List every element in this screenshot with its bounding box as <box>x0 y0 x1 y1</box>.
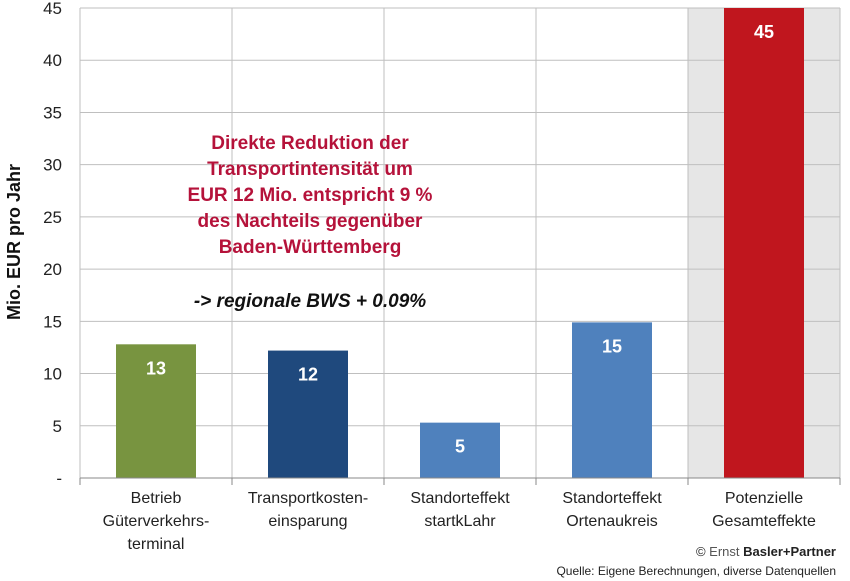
bar <box>572 322 652 478</box>
bar <box>116 344 196 478</box>
annotation-line: Baden-Württemberg <box>218 237 402 258</box>
copyright-credit: © Ernst Basler+Partner <box>696 544 836 559</box>
y-tick-label: 20 <box>43 260 62 279</box>
annotation-box: Direkte Reduktion der Transportintensitä… <box>145 131 475 261</box>
y-tick-label: 10 <box>43 365 62 384</box>
y-tick-label: 15 <box>43 312 62 331</box>
x-tick-label: startkLahr <box>424 513 496 530</box>
annotation-line: EUR 12 Mio. entspricht 9 % <box>187 185 433 206</box>
x-tick-label: terminal <box>128 536 185 553</box>
bar <box>420 422 500 478</box>
bar-data-label: 12 <box>298 365 318 385</box>
x-tick-label: Standorteffekt <box>562 490 662 507</box>
y-tick-label: 45 <box>43 0 62 18</box>
x-tick-label: Ortenaukreis <box>566 513 658 530</box>
bar <box>724 8 804 478</box>
bar <box>268 350 348 478</box>
bar-data-label: 13 <box>146 358 166 378</box>
x-tick-label: Potenzielle <box>725 490 803 507</box>
x-tick-label: Standorteffekt <box>410 490 510 507</box>
x-tick-label: Gesamteffekte <box>712 513 816 530</box>
bar-data-label: 45 <box>754 22 774 42</box>
x-tick-label: Betrieb <box>131 490 182 507</box>
y-tick-label: 5 <box>53 417 62 436</box>
brand-name-bold: Basler+Partner <box>743 544 836 559</box>
annotation-line: Direkte Reduktion der <box>211 133 409 154</box>
y-axis-title: Mio. EUR pro Jahr <box>4 164 24 320</box>
y-tick-label: 35 <box>43 103 62 122</box>
copyright-icon: © <box>695 544 706 559</box>
source-note: Quelle: Eigene Berechnungen, diverse Dat… <box>556 564 836 578</box>
y-tick-label: 40 <box>43 51 62 70</box>
x-tick-label: Transportkosten- <box>248 490 368 507</box>
bar-data-label: 15 <box>602 336 622 356</box>
x-tick-label: Güterverkehrs- <box>103 513 210 530</box>
brand-name-light: Ernst <box>709 544 740 559</box>
bar-data-label: 5 <box>455 437 465 457</box>
y-tick-label: 25 <box>43 208 62 227</box>
y-tick-label: - <box>56 469 62 488</box>
annotation-note: -> regionale BWS + 0.09% <box>193 291 427 312</box>
annotation-line: des Nachteils gegenüber <box>197 211 423 232</box>
x-tick-label: einsparung <box>268 513 347 530</box>
y-tick-label: 30 <box>43 156 62 175</box>
annotation-line: Transportintensität um <box>207 159 413 180</box>
